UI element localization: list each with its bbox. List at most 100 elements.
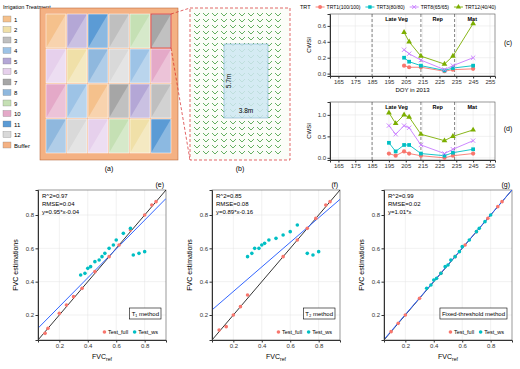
point (402, 123, 406, 127)
axis-title: DOY in 2013 (395, 87, 430, 93)
plot-cell-half (151, 119, 171, 153)
crop-plant (257, 151, 263, 154)
crop-plant (203, 79, 209, 82)
plot-cell-half (130, 14, 150, 48)
crop-plant (194, 133, 200, 136)
plot-cell (67, 119, 87, 153)
plot-cell-half (130, 49, 150, 83)
axis-title: FVCref (92, 353, 112, 362)
tick-label: 0.4 (430, 343, 439, 349)
crop-plant (257, 13, 263, 16)
tick-mark (434, 340, 435, 343)
legend-label: Test_full (108, 329, 128, 335)
crop-plant (221, 37, 227, 40)
tick: 0.2 (372, 312, 384, 318)
crop-plant (266, 133, 272, 136)
fit-line (38, 199, 166, 329)
grid-line (87, 190, 88, 340)
tick-mark (490, 160, 491, 163)
tick: 0.2 (318, 55, 330, 61)
legend-swatch (3, 142, 11, 148)
scatter-chart: 0.20.40.60.80.20.40.60.8FVCrefFVC estima… (12, 181, 167, 362)
annotation: R^2=0.97 (42, 193, 68, 199)
crop-plant (275, 13, 281, 16)
plot-cell (130, 14, 150, 48)
crop-plant (203, 133, 209, 136)
tick: 0.8 (26, 212, 38, 218)
crop-plant (203, 61, 209, 64)
crop-plant (194, 109, 200, 112)
grid-line (330, 73, 495, 74)
plot-area (372, 102, 476, 160)
axis-title: CWSI (306, 123, 312, 139)
crop-plant (203, 121, 209, 124)
legend: Test_fullTest_ws (277, 329, 333, 335)
tick: 0.4 (258, 340, 267, 349)
tick: 215 (418, 160, 429, 169)
axis-title-sub: ref (280, 356, 286, 362)
tick: 0.2 (230, 340, 239, 349)
point (314, 217, 318, 221)
tick-mark (382, 248, 385, 249)
grid-line (422, 102, 423, 160)
line-chart: Late VegRepMat16517518519520521522523524… (300, 4, 512, 93)
axis-line (36, 191, 39, 341)
zoom-line (171, 8, 190, 14)
point (449, 258, 453, 262)
crop-plant (275, 79, 281, 82)
plot-cell (67, 84, 87, 118)
crop-plant (275, 115, 281, 118)
plot-cell-half (109, 49, 129, 83)
figure-svg: Irrigation Treatment123456789101112Buffe… (0, 0, 520, 369)
point (475, 230, 479, 234)
legend-label: 3 (14, 38, 18, 44)
crop-plant (221, 133, 227, 136)
panel-label: (a) (105, 165, 114, 173)
crop-plant (239, 121, 245, 124)
crop-plant (275, 139, 281, 142)
crop-plant (275, 25, 281, 28)
axis: 0.20.40.60.8 (372, 191, 385, 341)
tick-mark (389, 76, 390, 79)
one-to-one-line (38, 190, 166, 340)
crop-plant (239, 133, 245, 136)
tick-mark (406, 160, 407, 163)
point (396, 322, 400, 326)
fit-line (212, 199, 340, 310)
legend-swatch (3, 27, 11, 33)
series-line (389, 113, 473, 141)
point (496, 205, 500, 209)
axis: 0.20.40.60.8 (385, 340, 513, 349)
grid-line (433, 190, 434, 340)
legend-label: TRT1(100/100) (327, 4, 361, 10)
point (451, 151, 455, 155)
plot-cell-half (130, 84, 150, 118)
crop-plant (212, 151, 218, 154)
tick: 0.8 (200, 212, 212, 218)
axis-line (39, 341, 167, 343)
method-label: T₁ method (132, 311, 159, 317)
grid-line (355, 14, 356, 76)
crop-plant (275, 91, 281, 94)
panel-label: (c) (504, 39, 512, 47)
legend-swatch (3, 16, 11, 22)
crop-plant (266, 151, 272, 154)
point (281, 233, 285, 237)
fit-line (384, 190, 512, 339)
legend-swatch (3, 37, 11, 43)
plot-frame (212, 190, 340, 340)
point (239, 305, 243, 309)
zoom-cell (151, 14, 171, 48)
tick-label: 1.0 (318, 112, 327, 118)
crop-plant (194, 25, 200, 28)
legend-marker (103, 330, 107, 334)
plot-background (38, 190, 166, 340)
tick: 165 (334, 76, 345, 85)
point (419, 152, 423, 156)
crop-plant (266, 37, 272, 40)
plot-cell-half (151, 84, 171, 118)
dimension-label: 3.8m (239, 107, 253, 114)
axis-line (210, 191, 213, 341)
legend-label: 7 (14, 80, 18, 86)
point (471, 138, 475, 142)
